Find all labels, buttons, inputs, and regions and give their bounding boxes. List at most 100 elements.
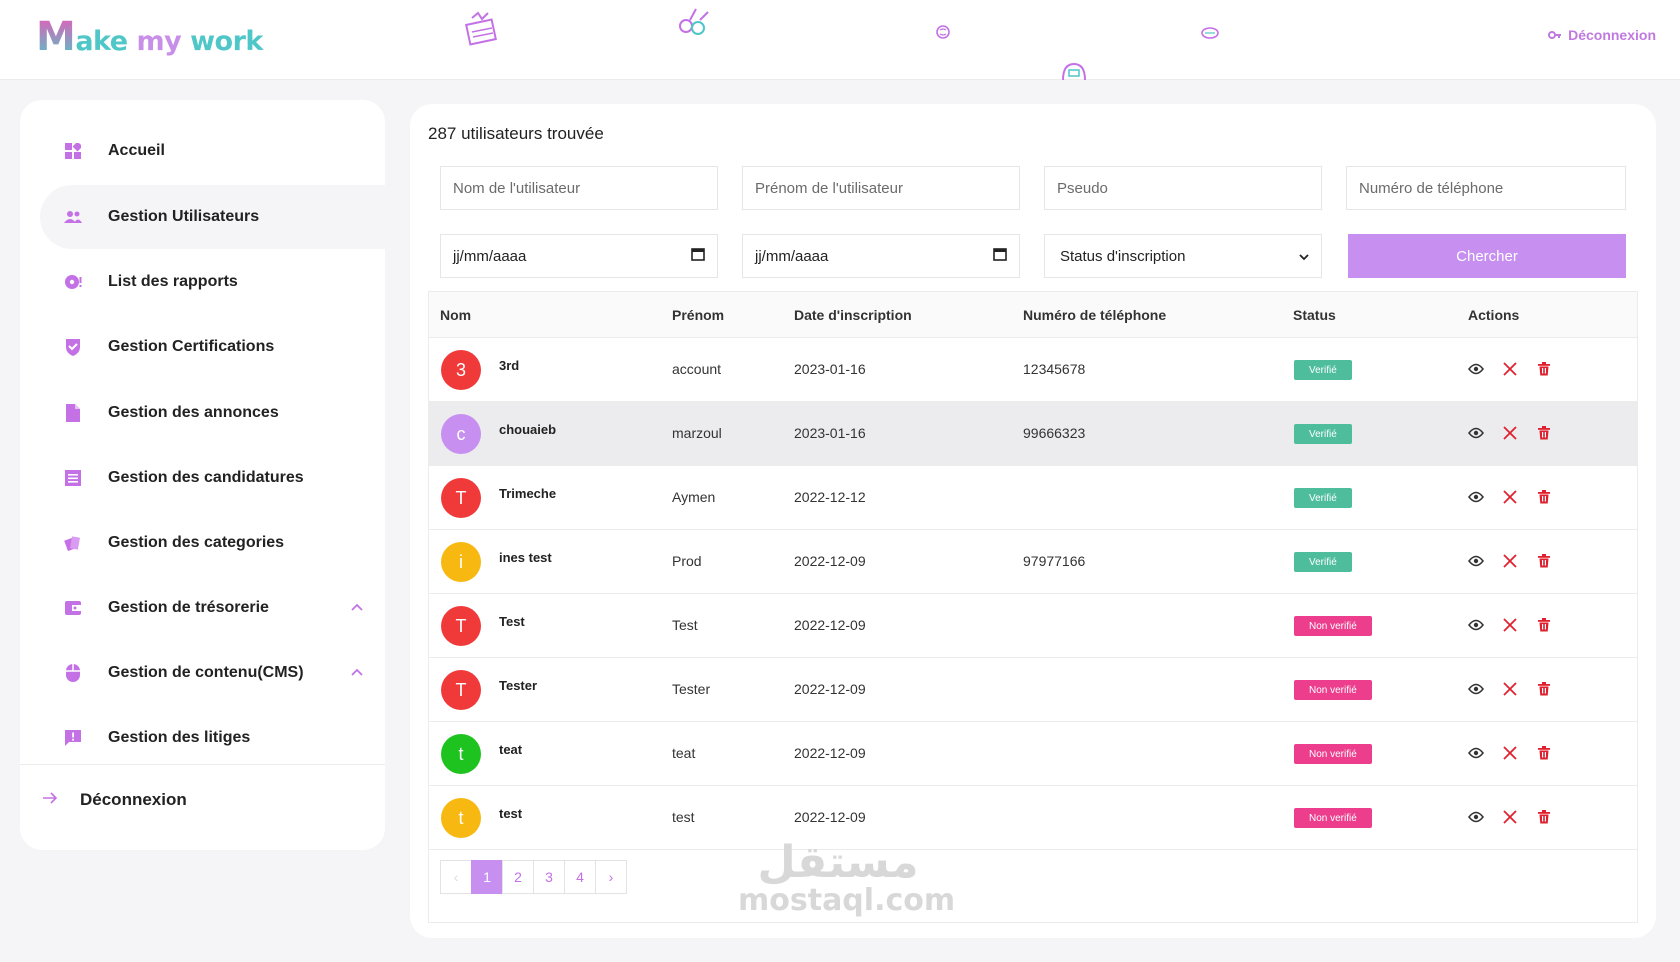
- table-row[interactable]: t test test 2022-12-09 Non verifié: [429, 786, 1637, 850]
- close-icon[interactable]: [1501, 616, 1519, 634]
- table-row[interactable]: c chouaieb marzoul 2023-01-16 99666323 Verifi…: [429, 402, 1637, 466]
- view-icon[interactable]: [1467, 552, 1485, 570]
- cell-prenom: Prod: [672, 553, 702, 569]
- search-button[interactable]: Chercher: [1348, 234, 1626, 278]
- pseudo-input[interactable]: [1057, 179, 1309, 197]
- trash-icon[interactable]: [1535, 808, 1553, 826]
- status-badge: Verifié: [1294, 552, 1352, 572]
- pagination-next-button[interactable]: ›: [595, 860, 627, 894]
- view-icon[interactable]: [1467, 488, 1485, 506]
- decor-bag-icon: [1060, 60, 1088, 86]
- cell-nom: Test: [499, 614, 525, 629]
- trash-icon[interactable]: [1535, 616, 1553, 634]
- users-table: Nom Prénom Date d'inscription Numéro de …: [428, 291, 1638, 923]
- pagination-page-1[interactable]: 1: [471, 860, 503, 894]
- cell-date: 2022-12-09: [794, 553, 866, 569]
- close-icon[interactable]: [1501, 680, 1519, 698]
- close-icon[interactable]: [1501, 488, 1519, 506]
- header-logout-link[interactable]: Déconnexion: [1548, 27, 1656, 43]
- cell-date: 2022-12-09: [794, 681, 866, 697]
- sidebar-item-categories[interactable]: Gestion des categories: [40, 511, 385, 575]
- trash-icon[interactable]: [1535, 424, 1553, 442]
- view-icon[interactable]: [1467, 360, 1485, 378]
- sidebar-logout-link[interactable]: Déconnexion: [42, 790, 187, 810]
- sidebar-item-label: Gestion des annonces: [108, 404, 279, 421]
- column-header-nom: Nom: [440, 307, 472, 323]
- logo[interactable]: Make my work: [36, 14, 263, 60]
- status-badge: Non verifié: [1294, 808, 1372, 828]
- status-badge: Non verifié: [1294, 744, 1372, 764]
- table-row[interactable]: i ines test Prod 2022-12-09 97977166 Verifié: [429, 530, 1637, 594]
- table-row[interactable]: t teat teat 2022-12-09 Non verifié: [429, 722, 1637, 786]
- close-icon[interactable]: [1501, 360, 1519, 378]
- top-header: Make my work Déconnexion: [0, 0, 1680, 81]
- status-badge: Non verifié: [1294, 616, 1372, 636]
- status-select[interactable]: Status d'inscription: [1044, 234, 1322, 278]
- nom-input[interactable]: [453, 179, 705, 197]
- cell-prenom: Test: [672, 617, 698, 633]
- calendar-icon[interactable]: [691, 247, 705, 265]
- avatar: T: [441, 670, 481, 710]
- avatar: t: [441, 798, 481, 838]
- date-to-input[interactable]: jj/mm/aaaa: [742, 234, 1020, 278]
- nom-field-wrapper: [440, 166, 718, 210]
- close-icon[interactable]: [1501, 424, 1519, 442]
- trash-icon[interactable]: [1535, 488, 1553, 506]
- prenom-input[interactable]: [755, 179, 1007, 197]
- view-icon[interactable]: [1467, 744, 1485, 762]
- trash-icon[interactable]: [1535, 552, 1553, 570]
- chevron-up-icon[interactable]: [351, 600, 363, 614]
- calendar-icon[interactable]: [993, 247, 1007, 265]
- view-icon[interactable]: [1467, 680, 1485, 698]
- cell-nom: 3rd: [499, 358, 520, 373]
- sidebar-item-rapports[interactable]: List des rapports: [40, 250, 385, 314]
- cell-prenom: Aymen: [672, 489, 716, 505]
- sidebar-item-tresorerie[interactable]: Gestion de trésorerie: [40, 576, 385, 640]
- close-icon[interactable]: [1501, 808, 1519, 826]
- watermark-latin: mostaql.com: [738, 883, 956, 918]
- category-icon: [64, 534, 82, 552]
- logo-text-1: ake: [75, 26, 137, 57]
- sidebar-logout-label: Déconnexion: [80, 790, 187, 809]
- cell-prenom: Tester: [672, 681, 711, 697]
- trash-icon[interactable]: [1535, 360, 1553, 378]
- table-row[interactable]: T Tester Tester 2022-12-09 Non verifié: [429, 658, 1637, 722]
- view-icon[interactable]: [1467, 616, 1485, 634]
- watermark-arabic: مستقل: [757, 837, 919, 888]
- sidebar-item-annonces[interactable]: Gestion des annonces: [40, 381, 385, 445]
- pagination-page-3[interactable]: 3: [533, 860, 565, 894]
- date-from-value: jj/mm/aaaa: [453, 247, 527, 265]
- key-icon: [1548, 27, 1562, 43]
- cell-nom: ines test: [499, 550, 552, 565]
- trash-icon[interactable]: [1535, 744, 1553, 762]
- view-icon[interactable]: [1467, 808, 1485, 826]
- dashboard-icon: [64, 142, 82, 160]
- status-select-value: Status d'inscription: [1060, 247, 1186, 265]
- sidebar-item-utilisateurs[interactable]: Gestion Utilisateurs: [40, 185, 385, 249]
- sidebar-item-accueil[interactable]: Accueil: [40, 119, 385, 183]
- sidebar-item-certifications[interactable]: Gestion Certifications: [40, 315, 385, 379]
- sidebar-item-candidatures[interactable]: Gestion des candidatures: [40, 446, 385, 510]
- phone-input[interactable]: [1359, 179, 1613, 197]
- date-from-input[interactable]: jj/mm/aaaa: [440, 234, 718, 278]
- column-header-status: Status: [1293, 307, 1336, 323]
- close-icon[interactable]: [1501, 744, 1519, 762]
- pagination-page-4[interactable]: 4: [564, 860, 596, 894]
- view-icon[interactable]: [1467, 424, 1485, 442]
- table-row[interactable]: T Test Test 2022-12-09 Non verifié: [429, 594, 1637, 658]
- cell-phone: 12345678: [1023, 361, 1086, 377]
- pagination-prev-button[interactable]: ‹: [440, 860, 472, 894]
- close-icon[interactable]: [1501, 552, 1519, 570]
- table-row[interactable]: T Trimeche Aymen 2022-12-12 Verifié: [429, 466, 1637, 530]
- table-row[interactable]: 3 3rd account 2023-01-16 12345678 Verifié: [429, 338, 1637, 402]
- status-badge: Verifié: [1294, 488, 1352, 508]
- avatar: 3: [441, 350, 481, 390]
- pagination-page-2[interactable]: 2: [502, 860, 534, 894]
- trash-icon[interactable]: [1535, 680, 1553, 698]
- shield-check-icon: [64, 338, 82, 356]
- table-header: Nom Prénom Date d'inscription Numéro de …: [429, 292, 1637, 338]
- chevron-up-icon[interactable]: [351, 665, 363, 679]
- sidebar-item-litiges[interactable]: Gestion des litiges: [40, 706, 385, 770]
- sidebar-item-cms[interactable]: Gestion de contenu(CMS): [40, 641, 385, 705]
- cell-date: 2022-12-12: [794, 489, 866, 505]
